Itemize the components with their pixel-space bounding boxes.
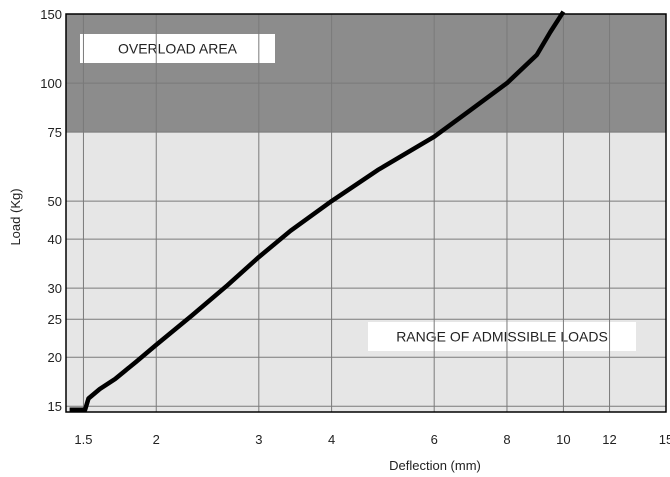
y-tick-label-3: 30 — [48, 281, 62, 296]
y-tick-label-4: 40 — [48, 232, 62, 247]
overload-area-label-group: OVERLOAD AREA — [80, 34, 275, 63]
x-tick-label-1: 2 — [153, 432, 160, 447]
x-tick-label-2: 3 — [255, 432, 262, 447]
y-tick-label-0: 15 — [48, 399, 62, 414]
y-tick-label-2: 25 — [48, 312, 62, 327]
y-tick-label-8: 150 — [40, 7, 62, 22]
x-tick-label-3: 4 — [328, 432, 335, 447]
x-tick-label-4: 6 — [431, 432, 438, 447]
overload-area-label-box — [80, 34, 275, 63]
x-tick-label-7: 12 — [602, 432, 616, 447]
admissible-range-label-group: RANGE OF ADMISSIBLE LOADS — [368, 322, 636, 351]
x-tick-label-6: 10 — [556, 432, 570, 447]
overload-area-label: OVERLOAD AREA — [118, 41, 238, 57]
x-axis-label: Deflection (mm) — [389, 458, 481, 473]
admissible-range-label: RANGE OF ADMISSIBLE LOADS — [396, 329, 608, 345]
y-tick-label-6: 75 — [48, 125, 62, 140]
load-deflection-curve — [69, 10, 566, 412]
y-axis-label: Load (Kg) — [8, 188, 23, 245]
x-tick-label-0: 1.5 — [74, 432, 92, 447]
x-tick-label-5: 8 — [503, 432, 510, 447]
region-0 — [66, 14, 666, 133]
plot-frame — [65, 13, 667, 413]
y-tick-label-7: 100 — [40, 76, 62, 91]
y-tick-label-5: 50 — [48, 194, 62, 209]
y-tick-label-1: 20 — [48, 350, 62, 365]
admissible-range-label-box — [368, 322, 636, 351]
x-tick-label-8: 15 — [659, 432, 670, 447]
